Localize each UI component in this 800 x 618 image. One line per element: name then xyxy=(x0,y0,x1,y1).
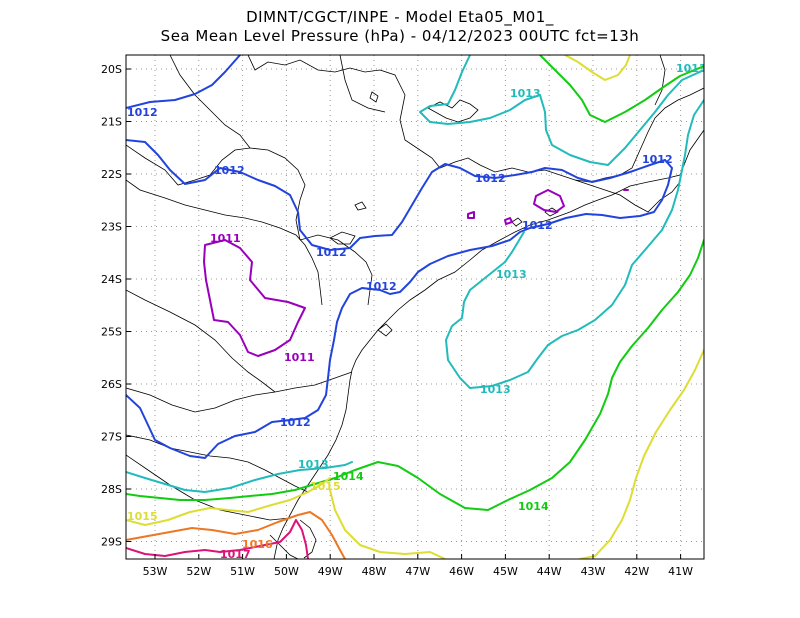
lagoa-patos xyxy=(269,534,299,559)
isobar-1014-northeast xyxy=(539,55,704,123)
label-1012-center: 1012 xyxy=(316,246,347,259)
isobar-1016 xyxy=(126,511,346,559)
label-1013-lower: 1013 xyxy=(480,383,511,396)
label-1012-south: 1012 xyxy=(280,416,311,429)
isobar-1011-east xyxy=(533,189,565,213)
label-1014-offshore: 1014 xyxy=(518,500,549,513)
lon-label: 52W xyxy=(186,565,211,578)
border-sp-pr xyxy=(299,234,373,306)
border-sc-rs xyxy=(126,434,309,493)
lat-label: 29S xyxy=(101,536,122,549)
lon-label: 41W xyxy=(668,565,693,578)
label-1013-north: 1013 xyxy=(510,87,541,100)
lat-label: 20S xyxy=(101,63,122,76)
chart-title-line-2: Sea Mean Level Pressure (hPa) - 04/12/20… xyxy=(160,27,640,45)
isobar-1011-spot2 xyxy=(504,217,513,225)
lat-label: 22S xyxy=(101,168,122,181)
isobar-1012-east xyxy=(379,159,673,295)
label-1013-offshore: 1013 xyxy=(496,268,527,281)
label-1011-west-bottom: 1011 xyxy=(284,351,315,364)
axis-ticks xyxy=(126,68,682,559)
lat-label: 28S xyxy=(101,483,122,496)
isobar-1015-tail xyxy=(329,489,446,559)
lon-label: 51W xyxy=(230,565,255,578)
label-1015-west: 1015 xyxy=(127,510,158,523)
lon-label: 45W xyxy=(493,565,518,578)
border-pr-sc xyxy=(126,371,353,413)
coastline-borders xyxy=(126,55,704,559)
lon-label: 48W xyxy=(362,565,387,578)
bay-paranagua xyxy=(377,323,393,337)
border-ms-sp xyxy=(126,144,306,241)
coastline xyxy=(273,129,704,559)
border-mg-inner xyxy=(169,55,251,149)
ilha-grande xyxy=(544,207,559,217)
isobar-1011-west xyxy=(203,239,306,357)
label-1012-central-north: 1012 xyxy=(475,172,506,185)
isobar-1012-south xyxy=(126,287,381,459)
lat-label: 26S xyxy=(101,378,122,391)
lat-label: 24S xyxy=(101,273,122,286)
lagoon-south xyxy=(299,519,317,559)
lon-label: 53W xyxy=(143,565,168,578)
map-frame xyxy=(125,54,705,560)
reservoir-2 xyxy=(369,91,379,103)
border-mg-es xyxy=(654,55,666,106)
isobar-1015-southwest xyxy=(126,477,331,526)
reservoir-1 xyxy=(427,99,479,123)
label-1017: 1017 xyxy=(220,548,251,561)
chart-title-line-1: DIMNT/CGCT/INPE - Model Eta05_M01_ xyxy=(246,8,554,26)
border-go-mg xyxy=(339,55,386,113)
lat-label: 23S xyxy=(101,221,122,234)
isobar-1012-main xyxy=(126,139,666,251)
reservoir-4 xyxy=(354,201,367,211)
isobar-1017 xyxy=(126,519,309,559)
lon-label: 50W xyxy=(274,565,299,578)
lat-label: 21S xyxy=(101,116,122,129)
lon-label: 44W xyxy=(537,565,562,578)
lon-label: 43W xyxy=(581,565,606,578)
isobar-1013-north xyxy=(419,55,704,166)
label-1012-east: 1012 xyxy=(642,153,673,166)
label-1012-west: 1012 xyxy=(214,164,245,177)
lat-label: 25S xyxy=(101,326,122,339)
latitude-labels: 20S 21S 22S 23S 24S 25S 26S 27S 28S 29S xyxy=(101,63,122,549)
isobar-1013-east xyxy=(445,99,704,389)
lon-label: 47W xyxy=(405,565,430,578)
label-1012-rio: 1012 xyxy=(522,219,553,232)
isobar-1015-northeast xyxy=(564,55,631,81)
isobar-1013-south xyxy=(126,461,353,493)
lon-label: 42W xyxy=(624,565,649,578)
label-1013-northeast: 1013 xyxy=(676,62,707,75)
label-1012-northwest: 1012 xyxy=(127,106,158,119)
label-1011-west-top: 1011 xyxy=(210,232,241,245)
border-paraguay xyxy=(126,289,276,393)
label-1012-coast: 1012 xyxy=(366,280,397,293)
isobar-1012-northwest xyxy=(126,55,241,109)
border-rj xyxy=(574,179,681,213)
border-argentina xyxy=(126,454,291,521)
longitude-labels: 53W 52W 51W 50W 49W 48W 47W 46W 45W 44W 43W 42W 41W xyxy=(143,565,694,578)
label-1016: 1016 xyxy=(242,538,273,551)
label-1013-south: 1013 xyxy=(298,458,329,471)
isobar-1015-south xyxy=(579,349,704,559)
ilha-sao-sebastiao xyxy=(511,217,523,227)
border-ms-pr xyxy=(126,179,323,306)
lon-label: 49W xyxy=(318,565,343,578)
lat-label: 27S xyxy=(101,431,122,444)
border-mg-sp xyxy=(247,55,704,183)
reservoir-3 xyxy=(329,231,356,245)
label-1014-coast: 1014 xyxy=(333,470,364,483)
lon-label: 46W xyxy=(449,565,474,578)
isobar-1014-south xyxy=(126,239,704,511)
label-1015-coast: 1015 xyxy=(310,480,341,493)
lat-lon-grid xyxy=(126,55,704,559)
isobar-1011-spot1 xyxy=(467,211,475,219)
